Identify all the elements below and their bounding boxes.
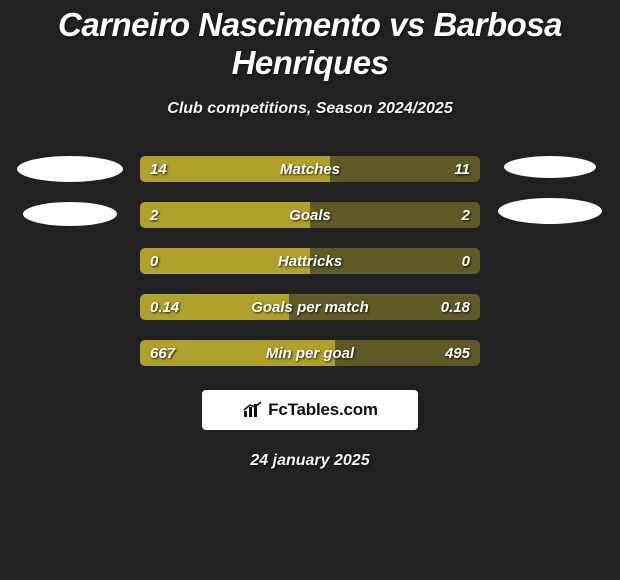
stat-bar-right-fill bbox=[330, 156, 480, 182]
stat-bar-right-fill bbox=[310, 202, 480, 228]
player-left-ellipse bbox=[17, 156, 123, 182]
chart-icon bbox=[242, 401, 264, 419]
stat-bar-left-fill bbox=[140, 156, 330, 182]
stat-bar-row: 0.14Goals per match0.18 bbox=[140, 294, 480, 320]
right-ellipse-column bbox=[490, 156, 610, 366]
stat-bar-left-fill bbox=[140, 340, 335, 366]
page-title: Carneiro Nascimento vs Barbosa Henriques bbox=[0, 0, 620, 82]
stat-bar-row: 2Goals2 bbox=[140, 202, 480, 228]
stat-bar-right-fill bbox=[310, 248, 480, 274]
stat-bar-left-fill bbox=[140, 202, 310, 228]
stat-bar-right-fill bbox=[335, 340, 480, 366]
left-ellipse-column bbox=[10, 156, 130, 366]
stat-bar-left-fill bbox=[140, 248, 310, 274]
comparison-grid: 14Matches11 2Goals2 0Hattricks0 0.14Goals p… bbox=[0, 156, 620, 366]
source-logo: FcTables.com bbox=[202, 390, 418, 430]
player-right-ellipse bbox=[498, 198, 602, 224]
player-right-ellipse bbox=[504, 156, 596, 178]
date-line: 24 january 2025 bbox=[0, 452, 620, 470]
stat-bar-row: 14Matches11 bbox=[140, 156, 480, 182]
page-subtitle: Club competitions, Season 2024/2025 bbox=[0, 100, 620, 118]
stat-bars-column: 14Matches11 2Goals2 0Hattricks0 0.14Goals p… bbox=[140, 156, 480, 366]
logo-text: FcTables.com bbox=[268, 400, 378, 420]
stat-bar-left-fill bbox=[140, 294, 289, 320]
stat-bar-right-fill bbox=[289, 294, 480, 320]
player-left-ellipse bbox=[23, 202, 117, 226]
stat-bar-row: 0Hattricks0 bbox=[140, 248, 480, 274]
stat-bar-row: 667Min per goal495 bbox=[140, 340, 480, 366]
